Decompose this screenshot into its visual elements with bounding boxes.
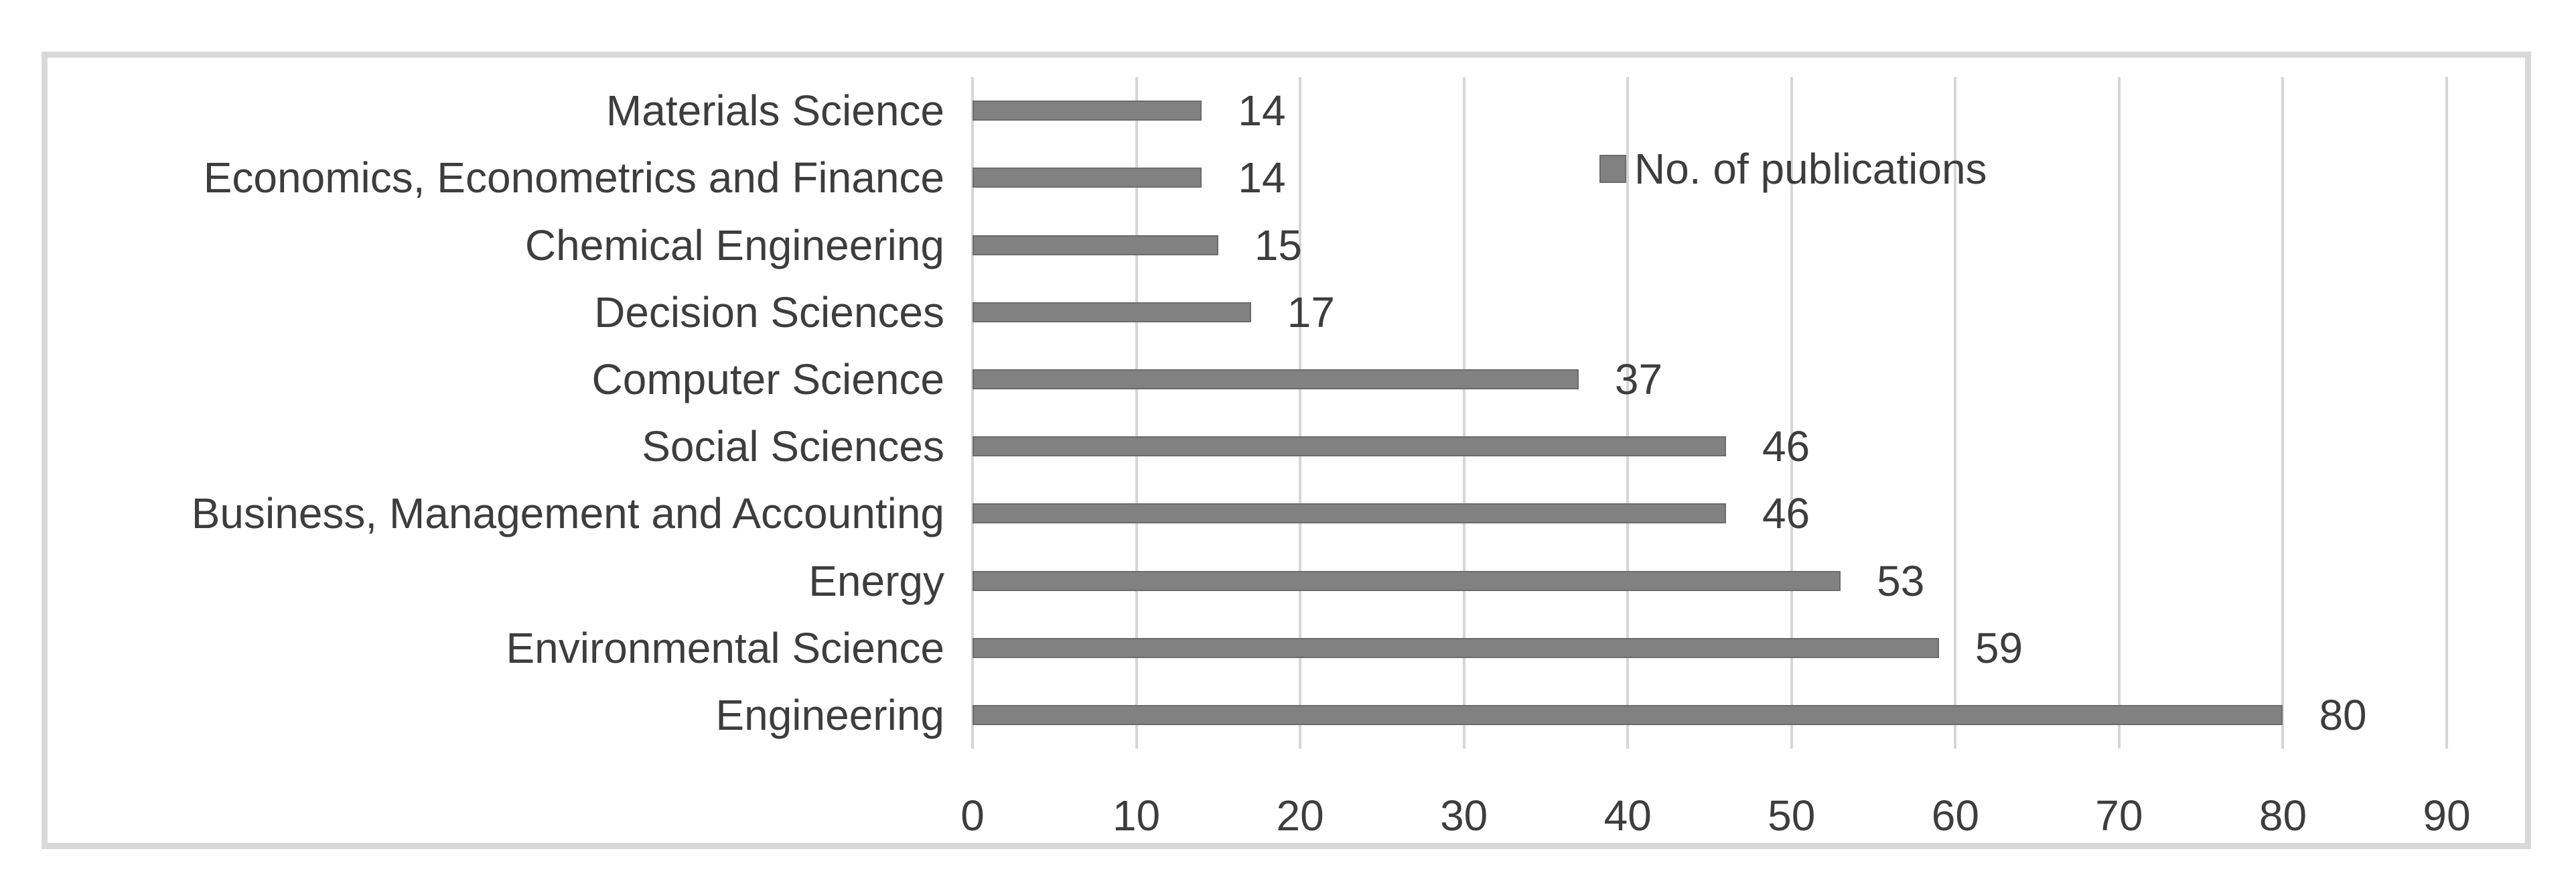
category-label: Energy: [808, 556, 944, 605]
bar: [973, 101, 1202, 121]
value-label: 17: [1287, 287, 1335, 336]
value-label: 37: [1614, 355, 1663, 403]
gridline: [1626, 77, 1630, 749]
bar: [973, 302, 1251, 322]
value-label: 15: [1254, 220, 1303, 269]
bar: [973, 235, 1218, 255]
category-label: Social Sciences: [642, 422, 944, 471]
value-label: 14: [1238, 86, 1286, 135]
gridline: [1954, 77, 1957, 749]
bar: [973, 637, 1939, 658]
gridline: [1790, 77, 1793, 749]
legend-label: No. of publications: [1634, 145, 1987, 193]
value-label: 46: [1762, 489, 1810, 538]
legend-marker: [1599, 155, 1626, 183]
x-tick-label: 30: [1440, 791, 1488, 840]
bar: [973, 503, 1726, 524]
value-label: 14: [1238, 153, 1286, 202]
bar: [973, 369, 1579, 389]
x-tick-label: 40: [1603, 791, 1652, 840]
category-label: Economics, Econometrics and Finance: [203, 153, 944, 202]
value-label: 53: [1877, 556, 1925, 605]
x-tick-label: 80: [2259, 791, 2307, 840]
x-tick-label: 50: [1768, 791, 1816, 840]
bar: [973, 570, 1841, 591]
category-label: Engineering: [715, 690, 944, 739]
bar: [973, 436, 1726, 457]
legend: No. of publications: [1599, 141, 1987, 197]
gridline: [971, 77, 974, 749]
x-tick-label: 70: [2095, 791, 2143, 840]
x-tick-label: 90: [2423, 791, 2471, 840]
value-label: 59: [1975, 623, 2023, 672]
x-tick-label: 0: [960, 791, 985, 840]
gridline: [2281, 77, 2285, 749]
category-label: Decision Sciences: [594, 287, 944, 336]
category-label: Business, Management and Accounting: [191, 489, 944, 538]
bar: [973, 168, 1202, 188]
category-label: Chemical Engineering: [524, 220, 944, 269]
value-label: 46: [1762, 422, 1810, 471]
x-tick-label: 10: [1112, 791, 1161, 840]
category-label: Materials Science: [605, 86, 944, 135]
gridline: [2445, 77, 2448, 749]
category-label: Environmental Science: [506, 623, 944, 672]
gridline: [1135, 77, 1138, 749]
gridline: [2117, 77, 2121, 749]
x-tick-label: 60: [1931, 791, 1979, 840]
gridline: [1462, 77, 1465, 749]
category-label: Computer Science: [591, 355, 944, 403]
gridline: [1299, 77, 1302, 749]
value-label: 80: [2319, 690, 2367, 739]
bar: [973, 704, 2283, 725]
x-tick-label: 20: [1276, 791, 1324, 840]
